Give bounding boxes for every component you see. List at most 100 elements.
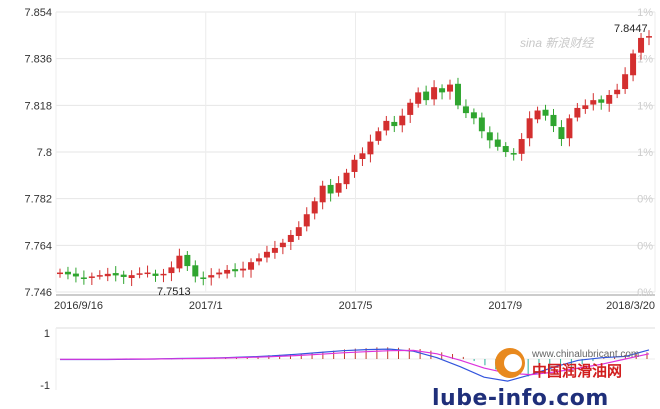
candle-body (614, 89, 621, 95)
candle-body (295, 227, 302, 236)
candle-body (630, 53, 637, 76)
y-tick-label: 7.836 (24, 54, 52, 66)
candle-body (279, 242, 286, 248)
candle-body (144, 272, 151, 275)
candle-body (510, 153, 517, 155)
macd-y-labels: 1 -1 (40, 328, 50, 392)
candle-body (184, 254, 191, 267)
y-tick-label: 7.764 (24, 240, 52, 252)
candle-body (423, 91, 430, 101)
y-tick-label: 7.818 (24, 100, 52, 112)
site-domain: lube-info.com (432, 386, 609, 409)
y-right-tick-label: 1% (637, 147, 653, 159)
candle-body (462, 106, 469, 114)
candle-body (176, 255, 183, 269)
candle-body (104, 273, 111, 277)
x-tick-label: 2018/3/20 (606, 300, 655, 312)
candle-body (359, 153, 366, 159)
candle-body (478, 117, 485, 132)
candle-body (96, 275, 103, 277)
site-logo: www.chinalubricant.com 中国润滑油网 (495, 348, 639, 380)
candle-body (542, 109, 549, 116)
site-url: www.chinalubricant.com (531, 349, 639, 360)
candle-body (399, 115, 406, 126)
candle-body (80, 277, 87, 279)
candle-body (152, 273, 159, 276)
candle-body (598, 99, 605, 103)
macd-panel (55, 327, 655, 390)
candle-body (200, 277, 207, 279)
candle-body (168, 267, 175, 274)
candle-body (550, 114, 557, 127)
candle-body (470, 112, 477, 119)
y-tick-label: 7.746 (24, 287, 52, 299)
high-annotation: 7.8447 (614, 23, 648, 35)
candle-body (638, 37, 645, 53)
candle-body (606, 94, 613, 104)
candle-body (208, 275, 215, 278)
candle-body (319, 185, 326, 203)
y-right-tick-label: 0% (637, 194, 653, 206)
x-tick-label: 2017/5 (339, 300, 373, 312)
candles (57, 30, 652, 287)
candle-body (311, 201, 318, 214)
x-tick-label: 2017/1 (189, 300, 223, 312)
candle-body (590, 100, 597, 105)
candle-body (72, 273, 79, 277)
candle-body (232, 269, 239, 272)
site-name-cn: 中国润滑油网 (532, 362, 622, 380)
x-tick-label: 2016/9/16 (54, 300, 103, 312)
candle-body (558, 127, 565, 140)
candle-body (375, 131, 382, 141)
candle-body (248, 262, 255, 270)
y-right-tick-label: 1% (637, 7, 653, 19)
candle-body (415, 92, 422, 104)
x-tick-label: 2017/9 (488, 300, 522, 312)
candle-body (383, 120, 390, 131)
candle-body (112, 273, 119, 276)
candle-body (351, 159, 358, 172)
candle-body (303, 214, 310, 227)
y-tick-label: 7.8 (37, 147, 52, 159)
candle-body (136, 273, 143, 275)
macd-y-tick-label: 1 (44, 328, 50, 340)
y-tick-label: 7.854 (24, 7, 52, 19)
candle-body (439, 88, 446, 93)
candle-body (335, 183, 342, 193)
candle-body (494, 139, 501, 147)
y-tick-label: 7.782 (24, 194, 52, 206)
candle-body (240, 268, 247, 271)
logo-inner-icon (504, 354, 522, 372)
candle-body (502, 146, 509, 152)
macd-series-line (60, 349, 650, 376)
candle-body (57, 272, 63, 275)
candle-body (120, 274, 127, 277)
candle-body (582, 105, 589, 109)
candle-body (486, 132, 493, 141)
candle-body (255, 258, 262, 262)
candle-body (526, 118, 533, 139)
macd-y-tick-label: -1 (40, 380, 50, 392)
candle-body (391, 121, 398, 127)
x-axis-labels: 2016/9/16 2017/1 2017/5 2017/9 2018/3/20 (54, 300, 655, 312)
candle-body (534, 110, 541, 120)
chart-grid (55, 11, 656, 296)
y-right-tick-label: 0% (637, 240, 653, 252)
y-right-tick-label: 0% (637, 287, 653, 299)
y-right-tick-label: 1% (637, 100, 653, 112)
candle-body (271, 247, 278, 253)
candle-body (447, 84, 454, 92)
candle-body (192, 265, 199, 277)
candle-body (64, 271, 71, 275)
candle-body (287, 234, 294, 242)
candle-body (216, 272, 223, 275)
candle-body (518, 139, 525, 154)
candle-body (224, 269, 231, 274)
candle-body (622, 74, 629, 89)
y-right-tick-label: 1% (637, 54, 653, 66)
candle-body (454, 83, 461, 106)
candle-body (431, 87, 438, 100)
y-axis-right-labels: 1% 1% 1% 1% 0% 0% 0% (637, 7, 653, 299)
candle-body (128, 275, 135, 278)
